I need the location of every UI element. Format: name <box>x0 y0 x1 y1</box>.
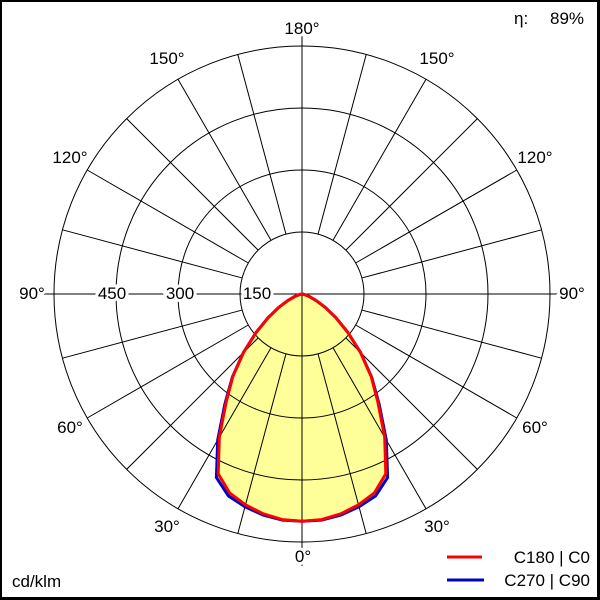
grid-spoke-30 <box>332 347 427 510</box>
grid-spoke-255 <box>62 229 243 279</box>
grid-spoke-285 <box>62 309 243 359</box>
efficiency-value: 89% <box>550 9 584 28</box>
grid-spoke-120 <box>355 169 518 264</box>
grid-spoke-315 <box>126 337 259 470</box>
angle-label-180: 180° <box>284 19 319 38</box>
angle-label-30-right: 30° <box>424 517 450 536</box>
curve-c180-c0 <box>216 292 388 523</box>
angle-label-120-right: 120° <box>517 148 552 167</box>
grid-spoke-225 <box>126 118 259 251</box>
angle-label-90-right: 90° <box>559 284 585 303</box>
grid-spoke-210 <box>177 78 272 241</box>
grid-spoke-60 <box>355 324 518 419</box>
grid-spoke-75 <box>361 309 542 359</box>
grid-spoke-165 <box>317 54 367 235</box>
angle-label-0: 0° <box>295 547 311 566</box>
legend-label-c180-c0: C180 | C0 <box>514 548 590 567</box>
grid-spoke-195 <box>237 54 287 235</box>
unit-label: cd/klm <box>12 572 61 591</box>
angle-label-90-left: 90° <box>19 284 45 303</box>
grid-spoke-45 <box>345 337 478 470</box>
radial-tick-150: 150 <box>243 284 271 303</box>
angle-label-60-left: 60° <box>57 418 83 437</box>
angle-label-120-left: 120° <box>52 148 87 167</box>
grid-spoke-240 <box>86 169 249 264</box>
grid-spoke-135 <box>345 118 478 251</box>
grid-spoke-105 <box>361 229 542 279</box>
grid-spoke-150 <box>332 78 427 241</box>
angle-label-60-right: 60° <box>522 418 548 437</box>
angle-label-150-right: 150° <box>419 49 454 68</box>
efficiency-label: η: <box>514 9 528 28</box>
angle-label-150-left: 150° <box>149 49 184 68</box>
legend-label-c270-c90: C270 | C90 <box>504 571 590 590</box>
grid-spoke-330 <box>177 347 272 510</box>
radial-tick-300: 300 <box>166 284 194 303</box>
radial-tick-450: 450 <box>98 284 126 303</box>
angle-label-30-left: 30° <box>154 517 180 536</box>
grid-spoke-300 <box>86 324 249 419</box>
